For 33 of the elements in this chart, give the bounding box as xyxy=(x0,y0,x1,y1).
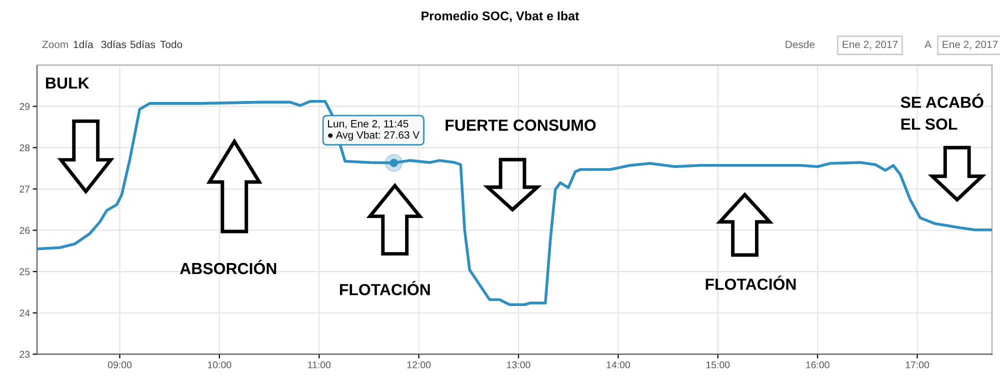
text: Desde xyxy=(786,40,815,48)
annotation: Lun, Ene 2, 11:45 ● Avg Vbat: 27.63 V xyxy=(328,120,420,141)
annotation: BULK xyxy=(46,78,90,89)
text: Ene 2, 2017 xyxy=(942,40,998,50)
x-tick-label: 12:00 xyxy=(407,361,431,368)
annotation: SE ACABÓ EL SOL xyxy=(900,94,984,130)
text: Ene 2, 2017 xyxy=(842,40,898,50)
x-tick-label: 13:00 xyxy=(507,361,530,368)
y-tick-label: 28 xyxy=(20,144,30,152)
y-tick-label: 23 xyxy=(20,350,30,358)
y-tick-label: 29 xyxy=(20,103,30,110)
x-tick-label: 10:00 xyxy=(208,361,232,368)
text: 5días xyxy=(130,40,156,48)
text: Todo xyxy=(160,40,182,48)
annotation: FUERTE CONSUMO xyxy=(446,120,596,131)
annotation: ABSORCIÓN xyxy=(180,260,276,274)
y-tick-label: 25 xyxy=(20,268,30,276)
annotation: FLOTACIÓN xyxy=(340,280,430,296)
text: Zoom xyxy=(42,40,68,48)
y-tick-label: 26 xyxy=(20,226,30,234)
x-tick-label: 14:00 xyxy=(606,361,630,368)
y-tick-label: 24 xyxy=(20,310,30,316)
text: 3días xyxy=(101,40,126,48)
y-tick-label: 27 xyxy=(20,186,30,192)
text: 1día xyxy=(74,40,94,48)
annotation: FLOTACIÓN xyxy=(706,276,796,290)
x-tick-label: 17:00 xyxy=(906,361,930,368)
x-tick-label: 16:00 xyxy=(806,361,830,368)
x-tick-label: 15:00 xyxy=(706,361,730,368)
x-tick-label: 09:00 xyxy=(108,361,132,368)
x-tick-label: 11:00 xyxy=(308,361,331,368)
text: A xyxy=(924,40,932,48)
chart-title: Promedio SOC, Vbat e Ibat xyxy=(422,11,580,22)
